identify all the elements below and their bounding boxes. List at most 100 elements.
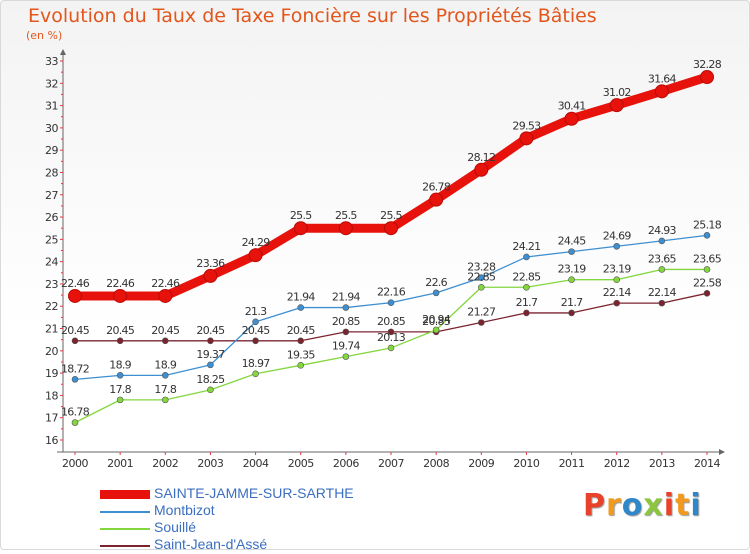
- data-point: [703, 290, 711, 297]
- data-label: 22.46: [151, 277, 180, 290]
- data-label: 25.5: [290, 209, 312, 222]
- data-point: [207, 386, 214, 394]
- data-label: 20.85: [422, 315, 451, 328]
- data-label: 18.9: [154, 358, 176, 371]
- data-label: 20.45: [61, 324, 90, 337]
- y-tick-label: 21: [45, 323, 58, 336]
- legend-label: Montbizot: [154, 502, 215, 518]
- logo-letter: x: [643, 488, 664, 523]
- data-point: [71, 376, 79, 383]
- data-point: [297, 304, 305, 311]
- data-label: 21.3: [245, 305, 267, 318]
- data-label: 22.58: [693, 276, 722, 289]
- data-label: 31.64: [648, 72, 677, 85]
- data-point: [477, 283, 485, 291]
- legend-label: Saint-Jean-d'Assé: [154, 536, 268, 552]
- data-label: 22.14: [603, 286, 632, 299]
- data-point: [523, 253, 530, 261]
- data-label: 20.45: [151, 324, 180, 337]
- data-point: [474, 162, 489, 177]
- data-label: 17.8: [154, 383, 176, 396]
- data-label: 23.19: [558, 263, 587, 276]
- data-point: [568, 276, 575, 284]
- data-point: [342, 304, 350, 311]
- legend-swatch: [100, 511, 150, 513]
- data-point: [203, 268, 218, 283]
- x-tick-label: 2009: [468, 457, 494, 470]
- logo-letter: t: [675, 488, 691, 523]
- data-label: 20.85: [332, 315, 361, 328]
- data-label: 26.78: [422, 181, 451, 194]
- x-tick-label: 2002: [152, 457, 178, 470]
- legend-swatch: [100, 528, 150, 530]
- data-point: [477, 274, 485, 281]
- proxiti-logo: Proxiti: [583, 488, 702, 523]
- data-label: 24.69: [603, 229, 632, 242]
- data-label: 18.72: [61, 362, 89, 375]
- data-point: [71, 419, 79, 426]
- data-label: 25.18: [693, 218, 722, 231]
- x-tick-label: 2008: [423, 457, 449, 470]
- data-label: 16.78: [61, 406, 90, 419]
- data-label: 18.97: [242, 357, 271, 370]
- data-point: [700, 70, 714, 85]
- data-label: 22.46: [61, 277, 90, 290]
- data-label: 22.6: [425, 276, 447, 289]
- logo-letter: i: [690, 488, 702, 523]
- data-point: [568, 309, 575, 317]
- chart-title: Evolution du Taux de Taxe Foncière sur l…: [28, 5, 597, 27]
- data-point: [568, 248, 575, 255]
- data-point: [384, 221, 398, 236]
- data-point: [158, 288, 173, 303]
- data-label: 21.7: [516, 296, 538, 309]
- data-point: [387, 328, 395, 336]
- y-tick-label: 24: [45, 256, 58, 269]
- x-tick-label: 2014: [694, 457, 720, 470]
- data-point: [523, 309, 530, 317]
- y-tick-label: 28: [45, 166, 58, 179]
- data-label: 22.14: [648, 286, 677, 299]
- data-point: [564, 111, 579, 126]
- data-point: [523, 283, 530, 291]
- legend-label: Souillé: [154, 519, 197, 535]
- data-label: 30.41: [558, 100, 586, 113]
- data-label: 18.25: [196, 373, 225, 386]
- legend-swatch: [100, 545, 150, 547]
- y-tick-label: 33: [45, 55, 58, 68]
- logo-letter: P: [583, 488, 606, 523]
- x-tick-label: 2003: [197, 457, 223, 470]
- data-point: [161, 337, 169, 345]
- x-tick-label: 2001: [107, 457, 133, 470]
- data-point: [116, 372, 124, 379]
- data-label: 18.9: [109, 358, 131, 371]
- y-tick-label: 30: [45, 122, 58, 135]
- data-label: 25.5: [380, 209, 402, 222]
- data-point: [432, 289, 440, 297]
- data-label: 23.36: [196, 257, 225, 270]
- data-label: 20.13: [377, 331, 406, 344]
- data-point: [703, 232, 711, 239]
- data-point: [161, 372, 169, 379]
- data-label: 21.27: [467, 306, 496, 319]
- data-point: [703, 266, 711, 273]
- data-point: [429, 192, 444, 207]
- data-label: 19.37: [196, 348, 225, 361]
- y-tick-label: 17: [45, 412, 58, 425]
- data-label: 21.94: [287, 291, 316, 304]
- data-label: 31.02: [603, 86, 631, 99]
- data-label: 21.7: [561, 296, 583, 309]
- data-label: 29.53: [512, 119, 541, 132]
- data-label: 21.94: [332, 291, 361, 304]
- data-point: [613, 276, 621, 284]
- data-point: [68, 288, 82, 303]
- data-label: 28.12: [467, 151, 495, 164]
- y-tick-label: 32: [45, 77, 58, 90]
- x-tick-label: 2011: [559, 457, 585, 470]
- data-label: 20.94: [422, 313, 451, 326]
- data-label: 22.85: [512, 270, 541, 283]
- y-tick-label: 19: [45, 367, 58, 380]
- legend-swatch: [100, 490, 150, 499]
- y-tick-label: 18: [45, 389, 58, 402]
